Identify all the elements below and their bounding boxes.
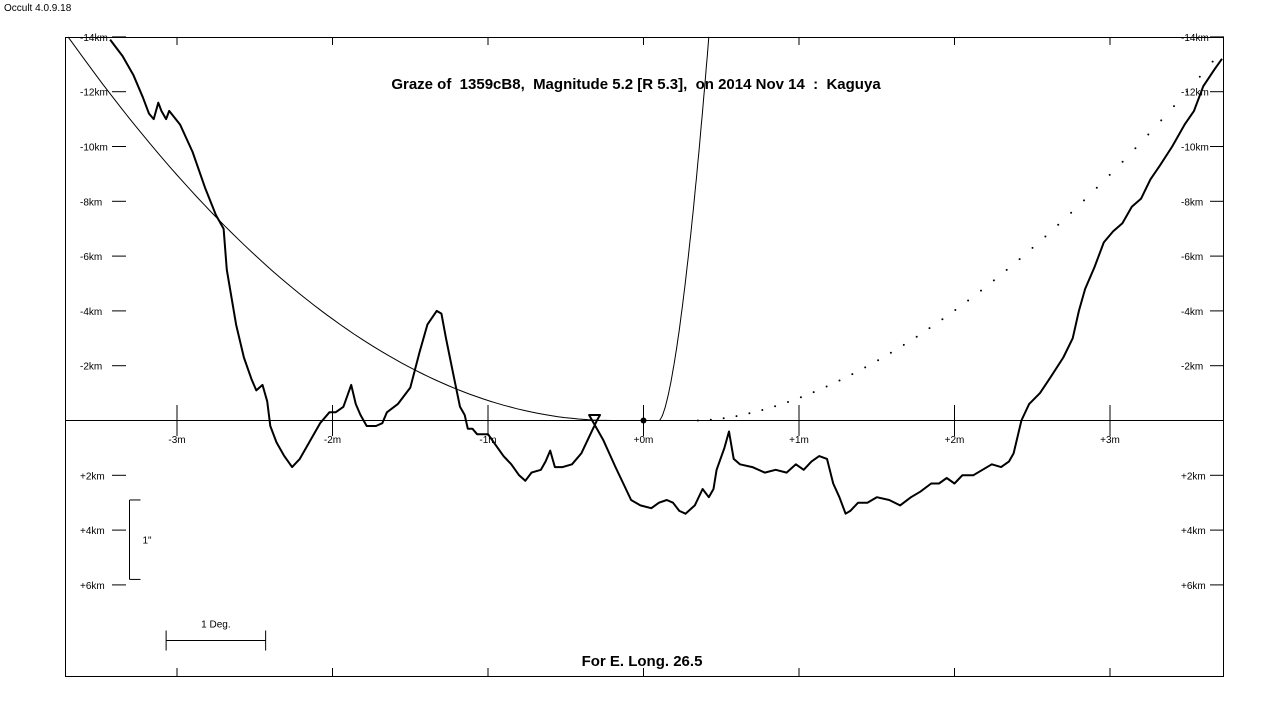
y-tick-label-right-6: -2km bbox=[1181, 362, 1203, 373]
dotted-curve-point bbox=[1173, 105, 1175, 108]
y-tick-label-left-3: -8km bbox=[80, 197, 102, 208]
plot-frame bbox=[65, 37, 1224, 677]
dotted-curve-point bbox=[1095, 186, 1098, 189]
y-tick-label-left-6: -2km bbox=[80, 362, 102, 373]
y-tick-label-right-0: -14km bbox=[1181, 33, 1209, 44]
arcsec-scale-bar: 1" bbox=[129, 499, 153, 580]
y-tick-label-right-4: -6km bbox=[1181, 252, 1203, 263]
x-tick-label-2: -1m bbox=[479, 435, 496, 446]
dotted-curve-point bbox=[774, 405, 777, 408]
degree-scale-bar: 1 Deg. bbox=[165, 620, 267, 651]
degree-scale-label: 1 Deg. bbox=[201, 620, 230, 631]
dotted-curve-point bbox=[928, 327, 931, 330]
y-tick-label-right-7: +2km bbox=[1181, 471, 1206, 482]
y-tick-label-right-8: +4km bbox=[1181, 526, 1206, 537]
x-tick-label-6: +3m bbox=[1100, 435, 1120, 446]
dotted-curve-point bbox=[812, 391, 815, 394]
dotted-curve-point bbox=[941, 318, 944, 321]
dotted-curve-point bbox=[980, 289, 982, 292]
dotted-curve-point bbox=[851, 373, 854, 376]
dotted-curve-point bbox=[1070, 211, 1073, 214]
dotted-curve-point bbox=[1005, 268, 1008, 271]
x-tick-label-4: +1m bbox=[789, 435, 809, 446]
app-version-label: Occult 4.0.9.18 bbox=[4, 3, 72, 14]
y-tick-label-left-4: -6km bbox=[80, 252, 102, 263]
arcsec-scale-label: 1" bbox=[143, 536, 153, 547]
dotted-curve-point bbox=[1211, 60, 1214, 63]
dotted-curve-point bbox=[915, 335, 918, 338]
lunar-limb-profile bbox=[109, 38, 1223, 515]
dotted-curve-point bbox=[735, 415, 738, 418]
northern-limit-curve bbox=[67, 36, 644, 421]
y-tick-label-right-3: -8km bbox=[1181, 197, 1203, 208]
y-tick-label-left-8: +4km bbox=[80, 526, 105, 537]
y-tick-label-left-1: -12km bbox=[80, 88, 108, 99]
dotted-curve-point bbox=[864, 366, 867, 369]
dotted-curve-point bbox=[1057, 223, 1060, 226]
dotted-curve-point bbox=[787, 401, 789, 403]
y-tick-group: -14km -14km -12km -12km -10km -10km -8km -8km -6… bbox=[80, 33, 1224, 592]
y-tick-label-left-0: -14km bbox=[80, 33, 108, 44]
x-tick-label-1: -2m bbox=[324, 435, 341, 446]
y-tick-label-left-9: +6km bbox=[80, 581, 105, 592]
dotted-curve-point bbox=[825, 385, 828, 388]
dotted-curve-point bbox=[1160, 119, 1163, 122]
dotted-curve-point bbox=[761, 409, 764, 411]
dotted-curve bbox=[696, 60, 1214, 422]
graze-point-marker bbox=[640, 417, 647, 424]
dotted-curve-point bbox=[902, 343, 905, 346]
steep-path-curve bbox=[658, 36, 710, 421]
dotted-curve-point bbox=[1018, 258, 1021, 261]
x-tick-group: -3m -2m -1m +0m +1m +2m +3m bbox=[168, 37, 1120, 676]
y-tick-label-left-7: +2km bbox=[80, 471, 105, 482]
dotted-curve-point bbox=[799, 396, 802, 399]
dotted-curve-point bbox=[1198, 75, 1201, 78]
dotted-curve-point bbox=[1147, 133, 1150, 136]
chart-title: Graze of 1359cB8, Magnitude 5.2 [R 5.3],… bbox=[391, 76, 881, 93]
dotted-curve-point bbox=[696, 419, 699, 422]
y-tick-label-left-5: -4km bbox=[80, 307, 102, 318]
dotted-curve-point bbox=[1185, 90, 1188, 93]
dotted-curve-point bbox=[709, 418, 712, 421]
y-tick-label-right-5: -4km bbox=[1181, 307, 1203, 318]
dotted-curve-point bbox=[1083, 199, 1085, 202]
dotted-curve-point bbox=[1031, 246, 1034, 249]
dotted-curve-point bbox=[889, 351, 892, 354]
dotted-curve-point bbox=[954, 309, 957, 311]
x-tick-label-5: +2m bbox=[945, 435, 965, 446]
dotted-curve-point bbox=[1134, 147, 1137, 150]
dotted-curve-point bbox=[1108, 173, 1111, 176]
y-tick-label-right-9: +6km bbox=[1181, 581, 1206, 592]
x-tick-label-3: +0m bbox=[634, 435, 654, 446]
dotted-curve-point bbox=[722, 417, 725, 420]
dotted-curve-point bbox=[1121, 160, 1124, 163]
y-tick-label-left-2: -10km bbox=[80, 143, 108, 154]
dotted-curve-point bbox=[967, 299, 970, 302]
chart-footer: For E. Long. 26.5 bbox=[582, 653, 703, 670]
x-tick-label-0: -3m bbox=[168, 435, 185, 446]
dotted-curve-point bbox=[1044, 235, 1047, 238]
dotted-curve-point bbox=[877, 359, 880, 362]
y-tick-label-right-2: -10km bbox=[1181, 143, 1209, 154]
y-tick-label-right-1: -12km bbox=[1181, 88, 1209, 99]
dotted-curve-point bbox=[992, 279, 995, 282]
dotted-curve-point bbox=[748, 412, 751, 415]
dotted-curve-point bbox=[838, 379, 841, 382]
